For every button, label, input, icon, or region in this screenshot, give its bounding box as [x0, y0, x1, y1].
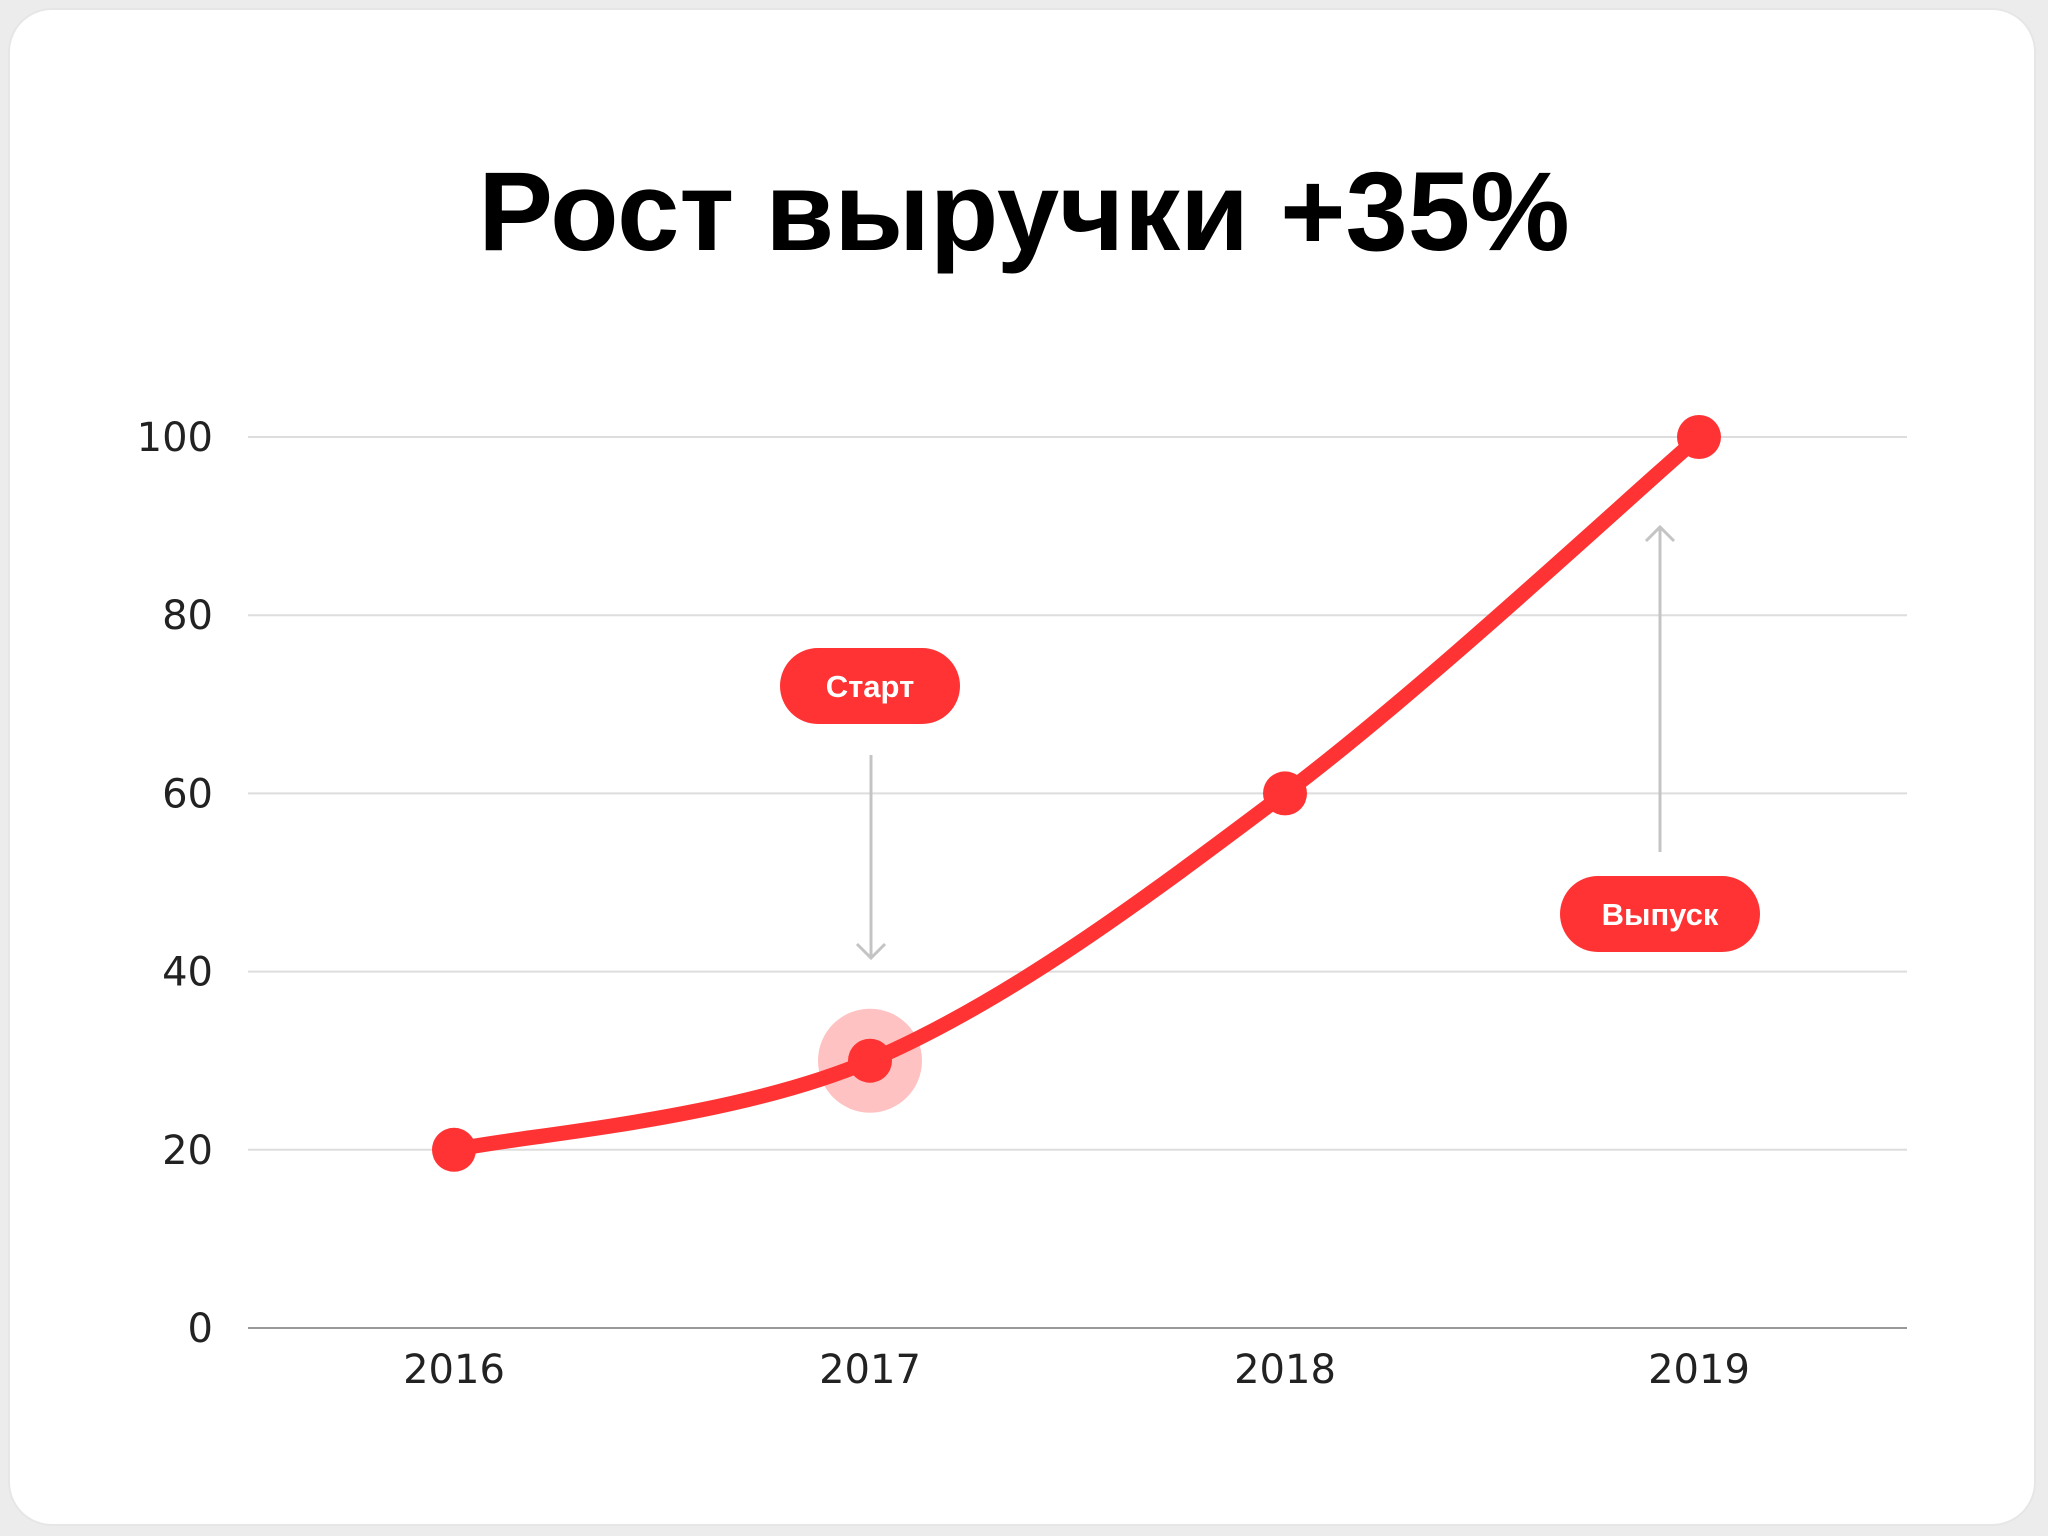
chart-card: [8, 8, 2036, 1526]
annotation-labels: Старт Выпуск: [780, 648, 1760, 952]
y-tick-labels: 0 20 40 60 80 100: [137, 415, 213, 1352]
arrowhead-icon: [1644, 524, 1676, 543]
x-tick-label: 2018: [1234, 1347, 1336, 1393]
annotation-label: Выпуск: [1602, 897, 1719, 932]
x-tick-labels: 2016 2017 2018 2019: [403, 1347, 1750, 1393]
y-tick-label: 80: [162, 593, 213, 639]
annotation-arrows: [855, 524, 1676, 961]
x-tick-label: 2019: [1648, 1347, 1750, 1393]
y-tick-label: 100: [137, 415, 213, 461]
gridlines: [248, 436, 1907, 1329]
annotation-pill: [1560, 876, 1760, 952]
data-point-2016[interactable]: [432, 1127, 476, 1172]
data-point-2017[interactable]: [848, 1038, 892, 1083]
series-line: [446, 429, 1707, 1158]
annotation-label: Старт: [826, 669, 915, 704]
y-tick-label: 60: [162, 771, 213, 817]
data-point-2019[interactable]: [1677, 415, 1721, 459]
arrowhead-icon: [855, 942, 887, 961]
annotation-pill: [780, 648, 960, 724]
data-points: [432, 415, 1721, 1172]
y-tick-label: 40: [162, 950, 213, 996]
y-tick-label: 20: [162, 1128, 213, 1174]
x-tick-label: 2017: [819, 1347, 921, 1393]
chart-title: Рост выручки +35%: [478, 149, 1569, 274]
x-tick-label: 2016: [403, 1347, 505, 1393]
data-point-2018[interactable]: [1263, 771, 1307, 816]
y-tick-label: 0: [188, 1306, 213, 1352]
